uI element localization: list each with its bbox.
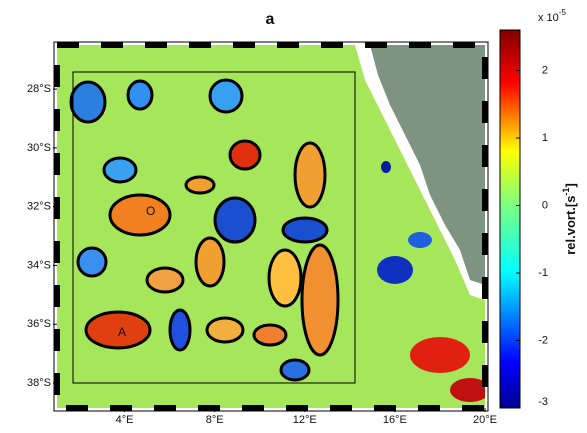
eddy (84, 310, 152, 350)
multiplier-text: x 10 (538, 12, 559, 24)
eddy (377, 256, 413, 284)
eddy (213, 196, 257, 244)
map-field (57, 45, 485, 408)
x-tick-label: 8°E (206, 414, 224, 426)
eddy (279, 358, 311, 382)
eddy (108, 193, 172, 237)
eddy (194, 236, 226, 288)
colorbar-tick-label: 0 (542, 199, 548, 211)
eddy (267, 248, 303, 308)
eddy (102, 156, 138, 184)
colorbar-multiplier: x 10-5 (538, 8, 566, 24)
x-tick-label: 12°E (293, 414, 317, 426)
x-tick-label: 20°E (473, 414, 497, 426)
colorbar-tick-label: -2 (538, 334, 548, 346)
label-text: rel.vort.[s (563, 196, 578, 255)
x-tick-label: 4°E (116, 414, 134, 426)
colorbar-label: rel.vort.[s-1] (561, 183, 578, 255)
eddy (208, 78, 244, 114)
colorbar-tick-label: -3 (538, 396, 548, 408)
annotation: A (118, 325, 126, 339)
eddy (281, 216, 329, 244)
y-tick-label: 34°S (27, 259, 51, 271)
colorbar-tick-label: 2 (542, 64, 548, 76)
eddy (450, 378, 485, 402)
eddy (293, 141, 327, 209)
y-tick-label: 38°S (27, 377, 51, 389)
multiplier-exponent: -5 (559, 8, 567, 17)
label-end: ] (563, 183, 578, 187)
eddy (145, 266, 185, 294)
eddies (69, 78, 485, 402)
eddy (381, 161, 391, 173)
eddy (69, 80, 107, 124)
eddy (252, 323, 288, 347)
colorbar-tick-label: -1 (538, 267, 548, 279)
y-tick-label: 30°S (27, 142, 51, 154)
colorbar-tick-label: 1 (542, 132, 548, 144)
eddy (300, 243, 340, 357)
land (370, 45, 485, 285)
eddy (76, 246, 108, 278)
eddy (168, 308, 192, 352)
eddy (410, 337, 470, 373)
x-tick-label: 16°E (383, 414, 407, 426)
y-tick-label: 36°S (27, 318, 51, 330)
y-tick-label: 28°S (27, 83, 51, 95)
eddy (184, 175, 216, 195)
subdomain-box (72, 71, 356, 384)
eddy (205, 316, 245, 344)
eddy (228, 139, 262, 171)
y-tick-label: 32°S (27, 201, 51, 213)
label-exponent: -1 (561, 188, 571, 196)
eddy (408, 232, 432, 248)
map-frame (53, 41, 489, 412)
annotation: O (146, 204, 155, 218)
title: a (266, 11, 275, 28)
colorbar (499, 29, 521, 409)
eddy (126, 79, 154, 111)
